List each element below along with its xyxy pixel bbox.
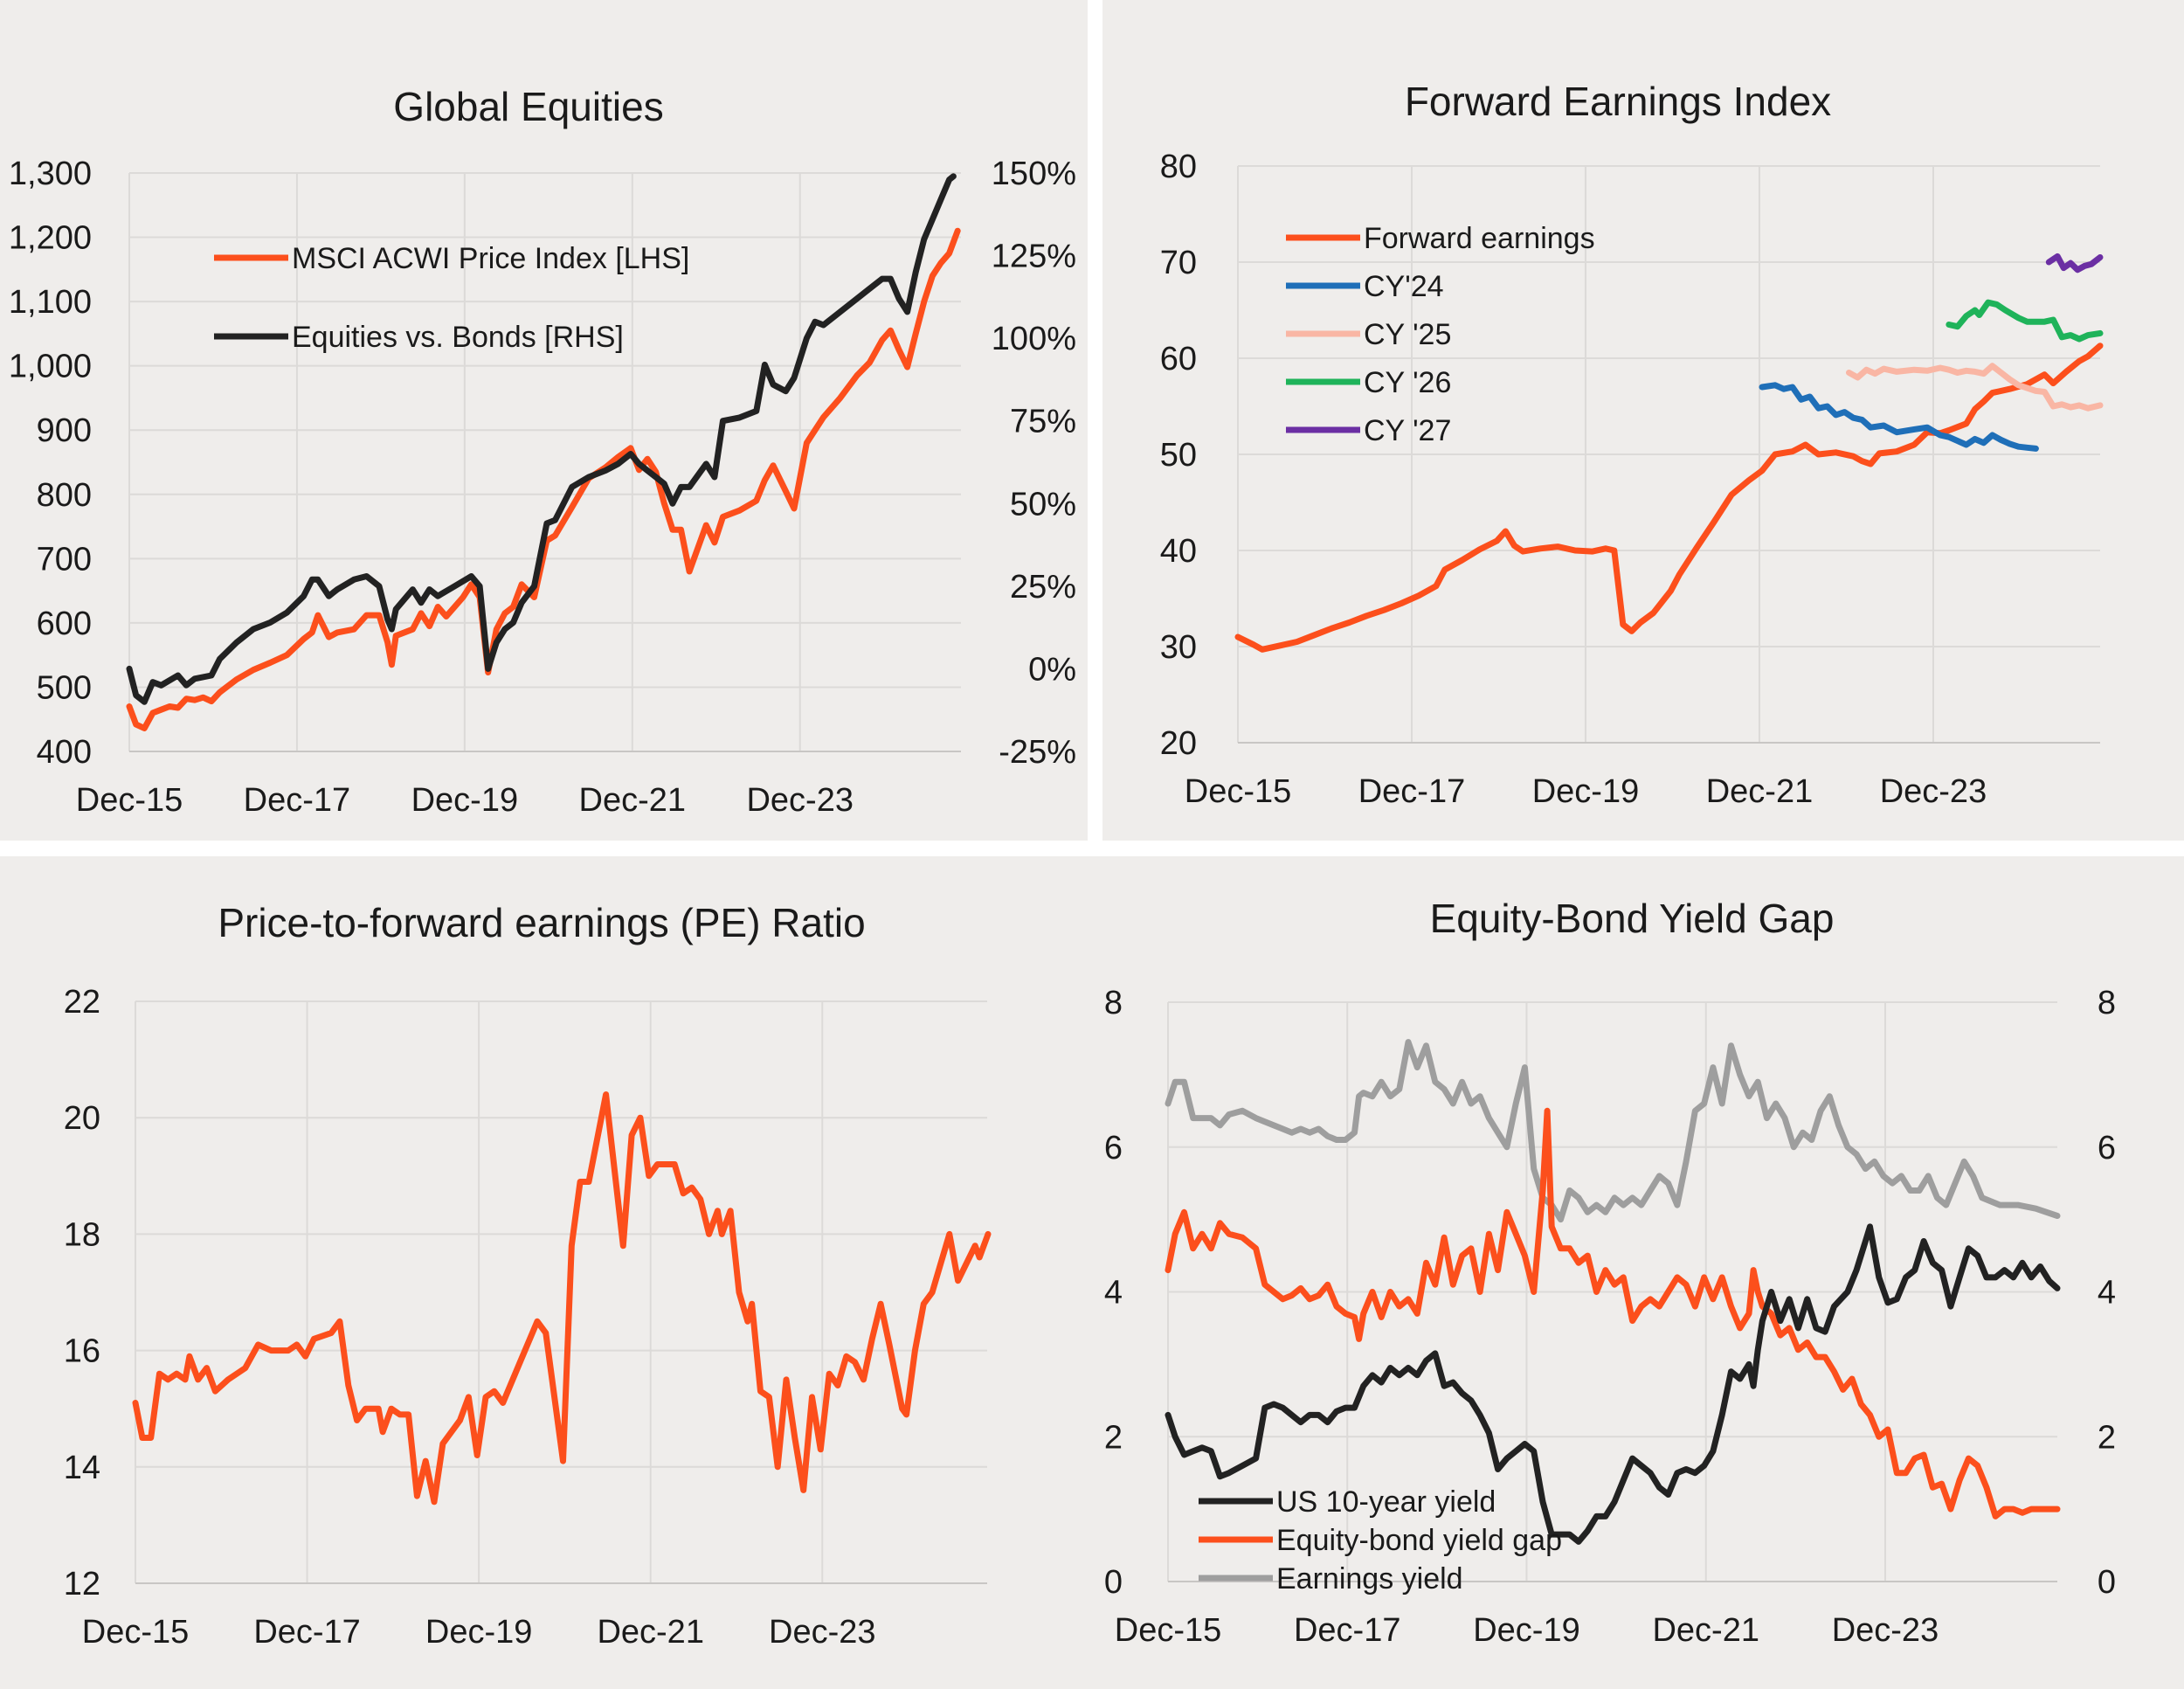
x-tick-label: Dec-23 xyxy=(1880,773,1987,810)
chart-title: Price-to-forward earnings (PE) Ratio xyxy=(218,900,865,945)
legend-label: US 10-year yield xyxy=(1276,1485,1496,1519)
series-line-3 xyxy=(1946,299,2104,343)
series-line-4 xyxy=(2045,253,2104,273)
chart-title: Forward Earnings Index xyxy=(1405,79,1831,124)
y-right-tick-label: 75% xyxy=(1010,404,1076,440)
y-right-tick-label: 0% xyxy=(1028,651,1076,688)
panel-pe-ratio: Price-to-forward earnings (PE) Ratio 12 14… xyxy=(0,856,1088,1689)
legend-label: Equity-bond yield gap xyxy=(1276,1524,1562,1557)
y-right-tick-label: -25% xyxy=(999,734,1076,771)
y-tick-label: 80 xyxy=(1160,149,1197,185)
x-tick-label: Dec-19 xyxy=(1532,773,1640,810)
y-right-tick-label: 6 xyxy=(2098,1130,2116,1166)
y-tick-label: 20 xyxy=(64,1100,100,1137)
series-line-0 xyxy=(132,1091,992,1506)
y-tick-label: 12 xyxy=(64,1566,100,1602)
x-tick-label: Dec-19 xyxy=(425,1614,533,1651)
x-tick-label: Dec-17 xyxy=(1358,773,1466,810)
y-tick-label: 16 xyxy=(64,1333,100,1370)
y-tick-label: 0 xyxy=(1104,1564,1123,1601)
y-right-tick-label: 125% xyxy=(992,239,1076,275)
chart-global-equities: Global Equities 400 500 600 700 800 900 1,000 1,… xyxy=(9,84,1076,819)
y-right-tick-label: 50% xyxy=(1010,486,1076,523)
chart-title: Global Equities xyxy=(393,84,663,129)
series-line-0 xyxy=(126,227,961,731)
chart-title: Equity-Bond Yield Gap xyxy=(1430,896,1835,941)
y-tick-label: 6 xyxy=(1104,1130,1123,1166)
y-tick-label: 900 xyxy=(37,412,92,449)
series-line-2 xyxy=(1165,1039,2061,1223)
y-tick-label: 1,300 xyxy=(9,156,92,192)
y-tick-label: 1,000 xyxy=(9,349,92,385)
legend-label: CY '27 xyxy=(1364,414,1451,447)
y-tick-label: 14 xyxy=(64,1450,100,1486)
series-line-2 xyxy=(1846,363,2104,412)
series-line-0 xyxy=(1234,343,2104,653)
y-tick-label: 600 xyxy=(37,606,92,642)
panel-global-equities: Global Equities 400 500 600 700 800 900 1,000 1,… xyxy=(0,0,1088,841)
x-tick-label: Dec-23 xyxy=(1832,1612,1939,1649)
y-tick-label: 4 xyxy=(1104,1275,1123,1312)
legend-label: Forward earnings xyxy=(1364,222,1595,255)
x-tick-label: Dec-21 xyxy=(597,1614,704,1651)
x-tick-label: Dec-21 xyxy=(1706,773,1814,810)
y-tick-label: 70 xyxy=(1160,245,1197,281)
y-right-tick-label: 100% xyxy=(992,321,1076,357)
legend-label: CY '26 xyxy=(1364,366,1451,399)
y-right-tick-label: 150% xyxy=(992,156,1076,192)
panel-yield-gap: Equity-Bond Yield Gap 0 2 4 6 8 0 2 4 6 8 Dec-15 Dec… xyxy=(1083,856,2184,1689)
x-tick-label: Dec-23 xyxy=(746,782,854,819)
y-tick-label: 20 xyxy=(1160,725,1197,762)
x-tick-label: Dec-15 xyxy=(1115,1612,1222,1649)
y-tick-label: 50 xyxy=(1160,437,1197,474)
series-line-1 xyxy=(1165,1107,2061,1519)
x-tick-label: Dec-17 xyxy=(1294,1612,1401,1649)
y-tick-label: 8 xyxy=(1104,985,1123,1021)
y-tick-label: 40 xyxy=(1160,533,1197,570)
x-tick-label: Dec-21 xyxy=(1652,1612,1759,1649)
y-tick-label: 2 xyxy=(1104,1419,1123,1456)
x-tick-label: Dec-19 xyxy=(411,782,519,819)
x-tick-label: Dec-17 xyxy=(244,782,351,819)
series-line-0 xyxy=(1165,1223,2061,1545)
legend-label: CY '25 xyxy=(1364,318,1451,351)
y-tick-label: 700 xyxy=(37,541,92,578)
y-tick-label: 500 xyxy=(37,669,92,706)
y-right-tick-label: 25% xyxy=(1010,569,1076,606)
legend-label: CY'24 xyxy=(1364,270,1444,303)
y-tick-label: 30 xyxy=(1160,629,1197,666)
x-tick-label: Dec-19 xyxy=(1473,1612,1580,1649)
y-right-tick-label: 2 xyxy=(2098,1419,2116,1456)
y-tick-label: 18 xyxy=(64,1216,100,1253)
chart-yield-gap: Equity-Bond Yield Gap 0 2 4 6 8 0 2 4 6 8 Dec-15 Dec… xyxy=(1104,896,2116,1649)
x-tick-label: Dec-17 xyxy=(253,1614,361,1651)
chart-pe-ratio: Price-to-forward earnings (PE) Ratio 12 14… xyxy=(64,900,992,1651)
x-tick-label: Dec-21 xyxy=(579,782,687,819)
y-tick-label: 800 xyxy=(37,477,92,514)
y-tick-label: 400 xyxy=(37,734,92,771)
y-right-tick-label: 8 xyxy=(2098,985,2116,1021)
chart-forward-earnings: Forward Earnings Index 20 30 40 50 60 70 80 Dec-… xyxy=(1160,79,2104,810)
legend-label: MSCI ACWI Price Index [LHS] xyxy=(292,242,689,275)
x-tick-label: Dec-15 xyxy=(76,782,183,819)
panel-forward-earnings: Forward Earnings Index 20 30 40 50 60 70 80 Dec-… xyxy=(1102,0,2184,841)
y-right-tick-label: 0 xyxy=(2098,1564,2116,1601)
y-right-tick-label: 4 xyxy=(2098,1275,2116,1312)
y-tick-label: 1,100 xyxy=(9,284,92,321)
series-line-1 xyxy=(126,173,957,705)
y-tick-label: 60 xyxy=(1160,341,1197,377)
y-tick-label: 1,200 xyxy=(9,220,92,257)
x-tick-label: Dec-23 xyxy=(769,1614,876,1651)
x-tick-label: Dec-15 xyxy=(1185,773,1292,810)
legend-label: Equities vs. Bonds [RHS] xyxy=(292,321,624,354)
y-tick-label: 22 xyxy=(64,984,100,1021)
series-line-1 xyxy=(1759,382,2039,452)
legend-label: Earnings yield xyxy=(1276,1562,1463,1596)
x-tick-label: Dec-15 xyxy=(82,1614,190,1651)
